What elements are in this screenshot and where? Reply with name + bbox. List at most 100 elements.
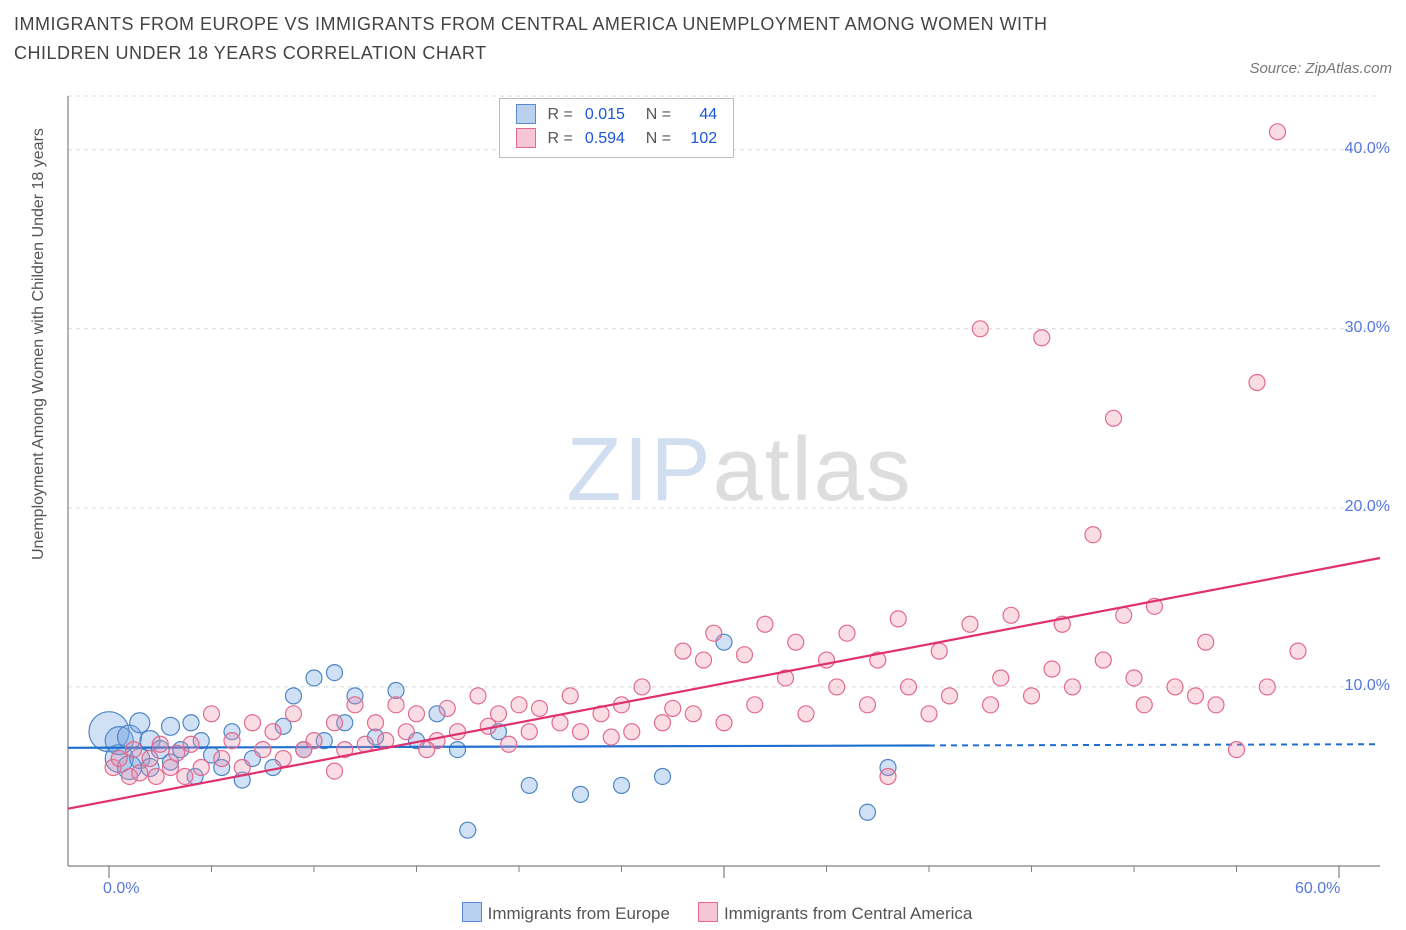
- legend-swatch: [462, 902, 482, 922]
- data-point: [388, 683, 404, 699]
- data-point: [286, 688, 302, 704]
- data-point: [409, 706, 425, 722]
- data-point: [521, 777, 537, 793]
- legend-n-value: 102: [683, 130, 717, 148]
- data-point: [1188, 688, 1204, 704]
- data-point: [603, 729, 619, 745]
- data-point: [306, 670, 322, 686]
- data-point: [398, 724, 414, 740]
- data-point: [788, 634, 804, 650]
- data-point: [1034, 330, 1050, 346]
- data-point: [614, 777, 630, 793]
- data-point: [419, 742, 435, 758]
- data-point: [931, 643, 947, 659]
- data-point: [327, 665, 343, 681]
- data-point: [234, 760, 250, 776]
- legend-n-label: N =: [631, 127, 677, 151]
- data-point: [1044, 661, 1060, 677]
- data-point: [327, 763, 343, 779]
- legend-r-label: R =: [542, 127, 579, 151]
- data-point: [245, 715, 261, 731]
- data-point: [890, 611, 906, 627]
- data-point: [470, 688, 486, 704]
- data-point: [275, 751, 291, 767]
- data-point: [860, 697, 876, 713]
- data-point: [163, 760, 179, 776]
- data-point: [1003, 607, 1019, 623]
- data-point: [265, 724, 281, 740]
- legend-n-label: N =: [631, 103, 677, 127]
- data-point: [706, 625, 722, 641]
- source-label: Source: ZipAtlas.com: [1249, 60, 1392, 77]
- data-point: [1126, 670, 1142, 686]
- data-point: [511, 697, 527, 713]
- data-point: [1270, 124, 1286, 140]
- data-point: [450, 742, 466, 758]
- data-point: [1065, 679, 1081, 695]
- data-point: [901, 679, 917, 695]
- data-point: [450, 724, 466, 740]
- data-point: [655, 768, 671, 784]
- trend-line: [68, 558, 1380, 809]
- chart-area: Unemployment Among Women with Children U…: [14, 90, 1394, 910]
- data-point: [183, 715, 199, 731]
- x-tick-label: 60.0%: [1295, 880, 1340, 898]
- data-point: [1249, 375, 1265, 391]
- data-point: [224, 733, 240, 749]
- data-point: [152, 736, 168, 752]
- data-point: [148, 768, 164, 784]
- data-point: [327, 715, 343, 731]
- y-tick-label: 30.0%: [1345, 319, 1390, 337]
- data-point: [177, 768, 193, 784]
- data-point: [521, 724, 537, 740]
- data-point: [860, 804, 876, 820]
- data-point: [624, 724, 640, 740]
- y-axis-label: Unemployment Among Women with Children U…: [30, 128, 48, 560]
- scatter-chart: [14, 90, 1388, 886]
- data-point: [880, 768, 896, 784]
- data-point: [573, 724, 589, 740]
- data-point: [675, 643, 691, 659]
- data-point: [562, 688, 578, 704]
- chart-title: IMMIGRANTS FROM EUROPE VS IMMIGRANTS FRO…: [14, 10, 1114, 68]
- data-point: [347, 697, 363, 713]
- data-point: [737, 647, 753, 663]
- data-point: [388, 697, 404, 713]
- legend-n-value: 44: [683, 106, 717, 124]
- data-point: [532, 700, 548, 716]
- data-point: [696, 652, 712, 668]
- data-point: [286, 706, 302, 722]
- trend-line-extrapolated: [929, 744, 1380, 745]
- data-point: [983, 697, 999, 713]
- data-point: [962, 616, 978, 632]
- x-tick-label: 0.0%: [103, 880, 139, 898]
- data-point: [757, 616, 773, 632]
- data-point: [1095, 652, 1111, 668]
- data-point: [829, 679, 845, 695]
- data-point: [169, 745, 185, 761]
- data-point: [716, 715, 732, 731]
- data-point: [193, 760, 209, 776]
- series-legend: Immigrants from EuropeImmigrants from Ce…: [0, 902, 1406, 924]
- data-point: [1290, 643, 1306, 659]
- data-point: [747, 697, 763, 713]
- data-point: [1208, 697, 1224, 713]
- data-point: [1198, 634, 1214, 650]
- y-tick-label: 40.0%: [1345, 140, 1390, 158]
- data-point: [368, 715, 384, 731]
- data-point: [183, 736, 199, 752]
- data-point: [204, 706, 220, 722]
- data-point: [132, 765, 148, 781]
- data-point: [1085, 527, 1101, 543]
- data-point: [460, 822, 476, 838]
- data-point: [126, 742, 142, 758]
- data-point: [839, 625, 855, 641]
- data-point: [1136, 697, 1152, 713]
- data-point: [1259, 679, 1275, 695]
- correlation-legend: R =0.015 N =44R =0.594 N =102: [499, 98, 735, 158]
- data-point: [1116, 607, 1132, 623]
- data-point: [665, 700, 681, 716]
- legend-swatch: [516, 104, 536, 124]
- y-tick-label: 20.0%: [1345, 498, 1390, 516]
- data-point: [501, 736, 517, 752]
